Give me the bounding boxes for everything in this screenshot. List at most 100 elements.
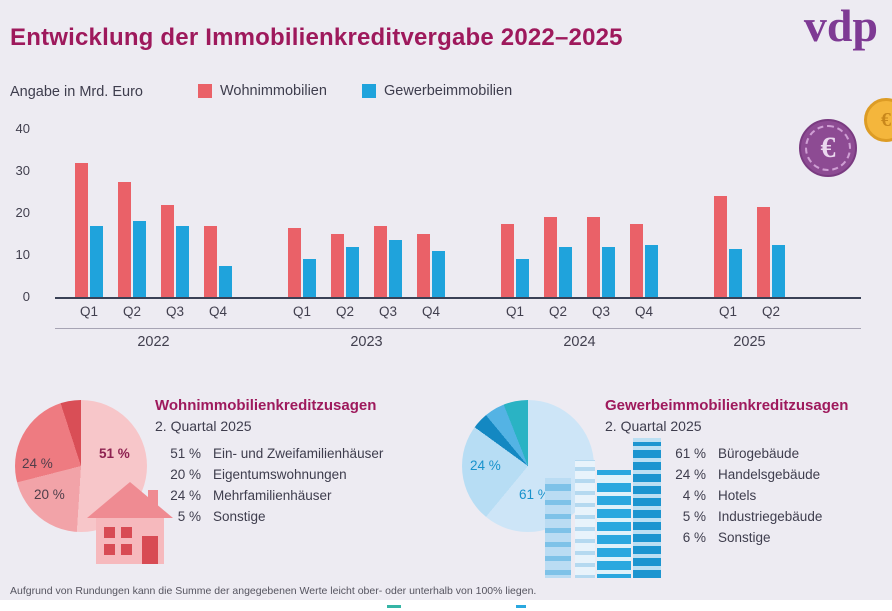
x-axis-year-label: 2023: [350, 334, 383, 350]
page-title: Entwicklung der Immobilienkreditvergabe …: [10, 24, 623, 52]
pie-label-wohn-20: 20 %: [34, 487, 65, 502]
bar-wohnimmobilien-2025-Q1: [714, 196, 727, 297]
breakdown-row: 20 % Eigentumswohnungen: [155, 464, 383, 485]
bar-chart-y-axis: 0 10 20 30 40: [0, 121, 30, 319]
breakdown-label: Mehrfamilienhäuser: [213, 488, 332, 503]
x-axis-quarter-label: Q2: [335, 304, 354, 319]
x-axis-quarter-label: Q2: [122, 304, 141, 319]
breakdown-row: 51 % Ein- und Zweifamilienhäuser: [155, 443, 383, 464]
bar-wohnimmobilien-2023-Q1: [288, 227, 301, 297]
breakdown-percent: 24 %: [675, 467, 706, 482]
bar-wohnimmobilien-2024-Q1: [501, 223, 514, 297]
breakdown-percent: 51 %: [170, 446, 201, 461]
vdp-logo: vdp: [803, 0, 878, 51]
coin-ring: [805, 125, 851, 171]
pie-label-gewerbe-61: 61 %: [519, 487, 550, 502]
bar-gewerbeimmobilien-2022-Q3: [176, 225, 189, 297]
euro-symbol: €: [820, 131, 836, 164]
bar-gewerbeimmobilien-2023-Q2: [346, 246, 359, 297]
breakdown-label: Hotels: [718, 488, 757, 503]
breakdown-row: 24 % Handelsgebäude: [660, 464, 822, 485]
legend-item-wohnimmobilien: Wohnimmobilien: [198, 83, 327, 99]
breakdown-percent: 20 %: [170, 467, 201, 482]
breakdown-row: 6 % Sonstige: [660, 527, 822, 548]
bar-gewerbeimmobilien-2024-Q1: [516, 259, 529, 297]
bar-wohnimmobilien-2023-Q4: [417, 234, 430, 297]
x-axis-quarter-label: Q1: [718, 304, 737, 319]
purple-euro-coin-icon: €: [799, 119, 857, 177]
bar-gewerbeimmobilien-2022-Q2: [133, 221, 146, 297]
y-axis-tick-label: 0: [22, 289, 30, 304]
bar-gewerbeimmobilien-2024-Q4: [645, 244, 658, 297]
bar-wohnimmobilien-2023-Q2: [331, 234, 344, 297]
breakdown-percent: 5 %: [682, 509, 706, 524]
y-axis-tick-label: 10: [15, 247, 30, 262]
building-tower: [575, 460, 595, 578]
unit-label: Angabe in Mrd. Euro: [10, 84, 143, 100]
house-icon: [87, 482, 173, 564]
x-axis-quarter-label: Q4: [634, 304, 653, 319]
bar-gewerbeimmobilien-2022-Q1: [90, 225, 103, 297]
breakdown-percent: 4 %: [682, 488, 706, 503]
bar-gewerbeimmobilien-2022-Q4: [219, 265, 232, 297]
bar-wohnimmobilien-2023-Q3: [374, 225, 387, 297]
rounding-footnote: Aufgrund von Rundungen kann die Summe de…: [10, 585, 537, 597]
wohn-breakdown-list: 51 % Ein- und Zweifamilienhäuser 20 % Eigen…: [155, 443, 383, 527]
x-axis-quarter-label: Q3: [591, 304, 610, 319]
breakdown-row: 24 % Mehrfamilienhäuser: [155, 485, 383, 506]
bar-wohnimmobilien-2022-Q1: [75, 162, 88, 297]
office-buildings-icon: [545, 430, 663, 578]
breakdown-label: Ein- und Zweifamilienhäuser: [213, 446, 384, 461]
breakdown-label: Handelsgebäude: [718, 467, 821, 482]
x-axis-quarter-label: Q4: [421, 304, 440, 319]
breakdown-row: 5 % Sonstige: [155, 506, 383, 527]
bar-wohnimmobilien-2025-Q2: [757, 206, 770, 297]
legend-label-gewerbeimmobilien: Gewerbeimmobilien: [384, 83, 513, 99]
x-axis-quarter-label: Q1: [292, 304, 311, 319]
x-axis-quarter-label: Q3: [165, 304, 184, 319]
bottom-strip: [0, 600, 892, 611]
breakdown-label: Sonstige: [213, 509, 266, 524]
bar-chart-plot-area: [55, 129, 861, 299]
legend-swatch-gewerbeimmobilien: [362, 84, 376, 98]
legend-swatch-wohnimmobilien: [198, 84, 212, 98]
breakdown-percent: 24 %: [170, 488, 201, 503]
gewerbe-breakdown-title: Gewerbeimmobilienkreditzusagen: [605, 397, 849, 414]
breakdown-percent: 5 %: [177, 509, 201, 524]
x-axis-quarter-label: Q1: [505, 304, 524, 319]
bar-gewerbeimmobilien-2023-Q1: [303, 259, 316, 297]
legend-label-wohnimmobilien: Wohnimmobilien: [220, 83, 327, 99]
bar-chart-year-labels: 2022 2023 2024 2025: [55, 334, 861, 352]
strip-mark-green: [387, 605, 401, 608]
breakdown-label: Bürogebäude: [718, 446, 800, 461]
pie-label-gewerbe-24: 24 %: [470, 458, 501, 473]
breakdown-label: Eigentumswohnungen: [213, 467, 347, 482]
wohn-breakdown-title: Wohnimmobilienkreditzusagen: [155, 397, 377, 414]
x-axis-quarter-label: Q1: [79, 304, 98, 319]
building-tower: [597, 470, 631, 578]
x-axis-quarter-label: Q2: [548, 304, 567, 319]
breakdown-percent: 6 %: [682, 530, 706, 545]
x-axis-year-label: 2024: [563, 334, 596, 350]
breakdown-percent: 61 %: [675, 446, 706, 461]
y-axis-tick-label: 30: [15, 163, 30, 178]
bar-wohnimmobilien-2024-Q4: [630, 223, 643, 297]
pie-chart-gewerbeimmobilien: [462, 400, 594, 532]
x-axis-quarter-label: Q4: [208, 304, 227, 319]
bar-gewerbeimmobilien-2023-Q4: [432, 250, 445, 297]
y-axis-tick-label: 40: [15, 121, 30, 136]
bar-gewerbeimmobilien-2025-Q2: [772, 244, 785, 297]
bar-gewerbeimmobilien-2024-Q2: [559, 246, 572, 297]
bar-chart-quarter-labels: Q1 Q2 Q3 Q4 Q1 Q2 Q3 Q4 Q1 Q2 Q3 Q4 Q1 Q2: [55, 304, 861, 322]
breakdown-row: 5 % Industriegebäude: [660, 506, 823, 527]
breakdown-row: 61 % Bürogebäude: [660, 443, 822, 464]
strip-mark-blue: [516, 605, 526, 608]
gewerbe-breakdown-subtitle: 2. Quartal 2025: [605, 418, 702, 434]
building-tower: [545, 478, 571, 578]
pie-label-wohn-51: 51 %: [99, 446, 130, 461]
breakdown-row: 4 % Hotels: [660, 485, 822, 506]
breakdown-label: Industriegebäude: [718, 509, 823, 524]
legend-item-gewerbeimmobilien: Gewerbeimmobilien: [362, 83, 512, 99]
bar-gewerbeimmobilien-2025-Q1: [729, 248, 742, 297]
x-axis-quarter-label: Q3: [378, 304, 397, 319]
